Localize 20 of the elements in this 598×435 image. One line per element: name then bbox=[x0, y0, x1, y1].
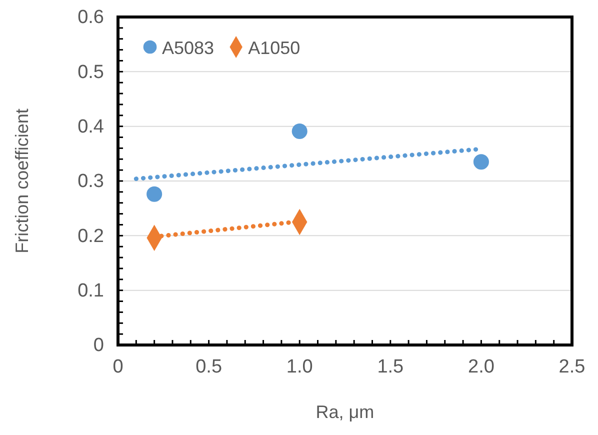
x-tick-label: 2.0 bbox=[468, 356, 494, 378]
point bbox=[292, 123, 308, 140]
y-tick-label: 0 bbox=[93, 335, 104, 356]
y-tick-label: 0.2 bbox=[78, 226, 104, 247]
x-tick-label: 1.5 bbox=[377, 356, 404, 378]
y-tick-label: 0.3 bbox=[78, 171, 104, 192]
y-tick-label: 0.5 bbox=[78, 62, 104, 83]
point bbox=[473, 154, 489, 170]
x-tick-label: 0 bbox=[112, 356, 124, 378]
x-axis-title: Ra, μm bbox=[316, 402, 374, 422]
y-tick-label: 0.1 bbox=[78, 280, 104, 302]
y-axis-title: Friction coefficient bbox=[12, 108, 32, 254]
point bbox=[146, 186, 162, 202]
y-tick-label: 0.6 bbox=[78, 7, 104, 28]
legend-label: A1050 bbox=[248, 38, 300, 58]
y-tick-label: 0.4 bbox=[78, 116, 104, 138]
x-tick-label: 2.5 bbox=[558, 356, 586, 378]
x-tick-label: 0.5 bbox=[196, 356, 222, 378]
x-tick-label: 1.0 bbox=[286, 356, 313, 378]
legend-label: A5083 bbox=[162, 38, 214, 58]
